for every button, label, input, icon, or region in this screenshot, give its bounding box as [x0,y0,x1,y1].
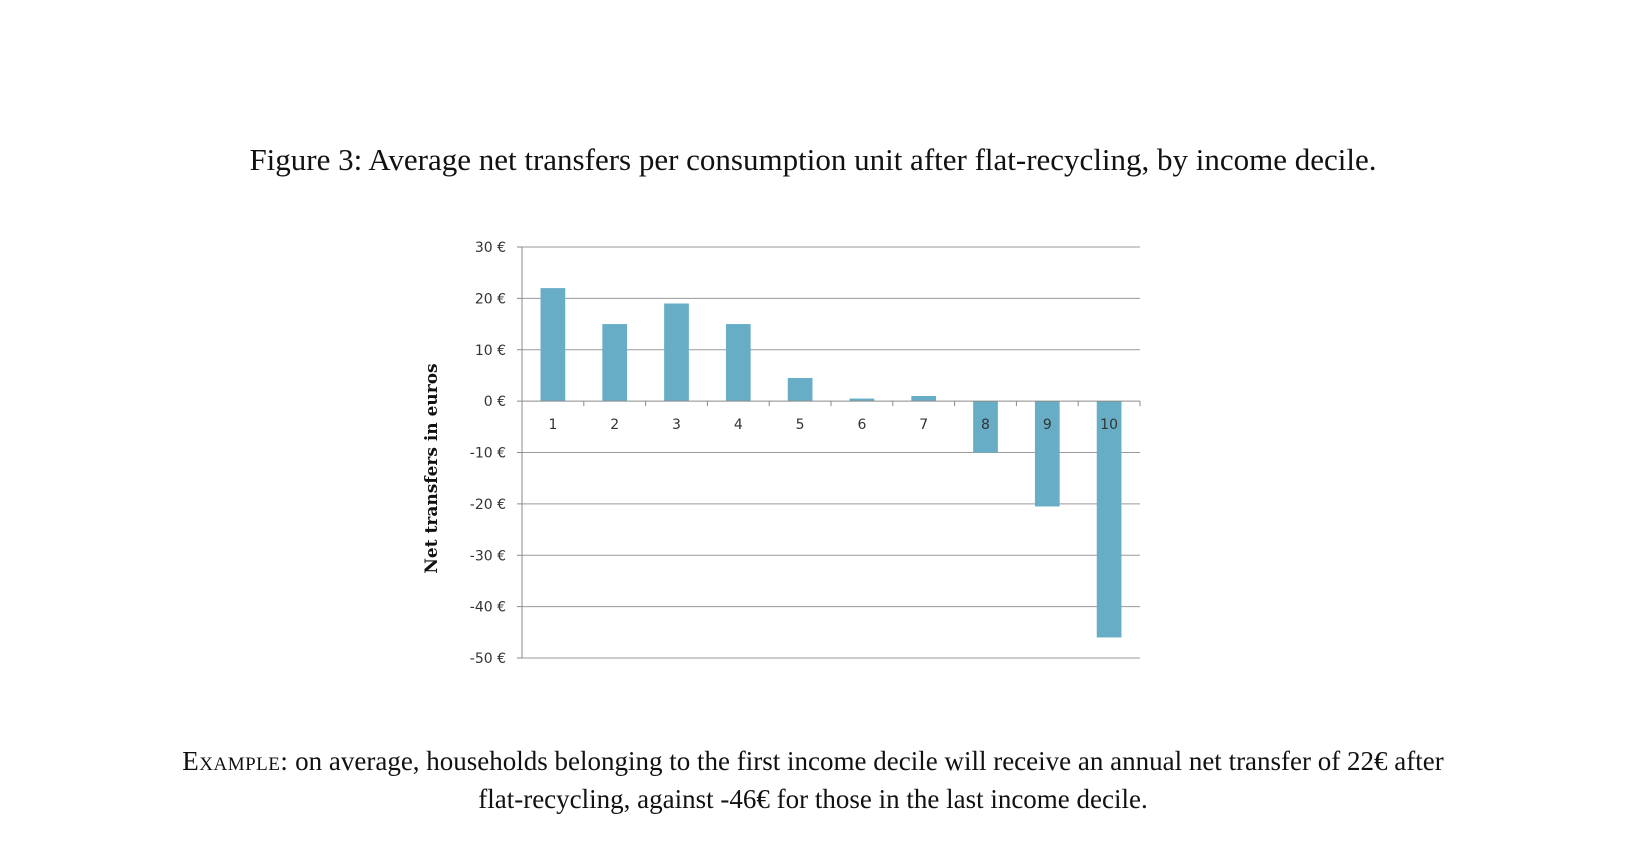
axes [517,246,1141,659]
x-tick-label: 2 [610,417,619,433]
x-tick-label: 3 [672,417,681,433]
x-tick-label: 5 [796,417,805,433]
x-tick-label: 7 [919,417,928,433]
x-tick-label: 10 [1100,417,1118,433]
y-tick-label: 0 € [484,394,506,410]
bar-decile-8 [973,401,998,453]
x-tick-label: 1 [548,417,557,433]
figure-caption: Figure 3: Average net transfers per cons… [0,140,1626,180]
bar-decile-4 [725,324,751,402]
bar-decile-5 [787,378,813,402]
bar-decile-1 [540,288,566,402]
x-tick-label: 6 [857,417,866,433]
example-note: Example: on average, households belongin… [170,742,1456,818]
bar-decile-9 [1034,401,1060,507]
x-tick-label: 4 [734,417,743,433]
bar-decile-6 [849,398,875,402]
figure-caption-label: Figure 3: [249,142,363,177]
y-tick-label: -20 € [470,497,506,513]
bar-decile-7 [911,395,937,402]
bar-decile-10 [1096,401,1122,638]
bars [540,288,1122,638]
y-tick-label: 30 € [475,240,506,256]
y-tick-label: 10 € [475,343,506,359]
y-tick-label: -40 € [470,600,506,616]
x-tick-label: 9 [1043,417,1052,433]
bar-decile-3 [664,303,689,402]
bar-chart-svg: 30 € 20 € 10 € 0 € -10 € -20 € -30 € -40 € -50 €… [422,240,1141,667]
bar-chart: 30 € 20 € 10 € 0 € -10 € -20 € -30 € -40 € -50 €… [420,230,1180,680]
y-tick-label: -50 € [470,651,506,667]
example-note-lead: Example: [182,746,289,776]
y-axis-label: Net transfers in euros [422,363,442,573]
figure-caption-text: Average net transfers per consumption un… [368,142,1377,177]
tick-labels: 30 € 20 € 10 € 0 € -10 € -20 € -30 € -40 € -50 €… [470,240,1118,667]
y-tick-label: -10 € [470,446,506,462]
y-tick-label: 20 € [475,291,506,307]
x-tick-label: 8 [981,417,990,433]
example-note-text: on average, households belonging to the … [295,746,1444,814]
bar-decile-2 [602,324,628,402]
y-tick-label: -30 € [470,548,506,564]
